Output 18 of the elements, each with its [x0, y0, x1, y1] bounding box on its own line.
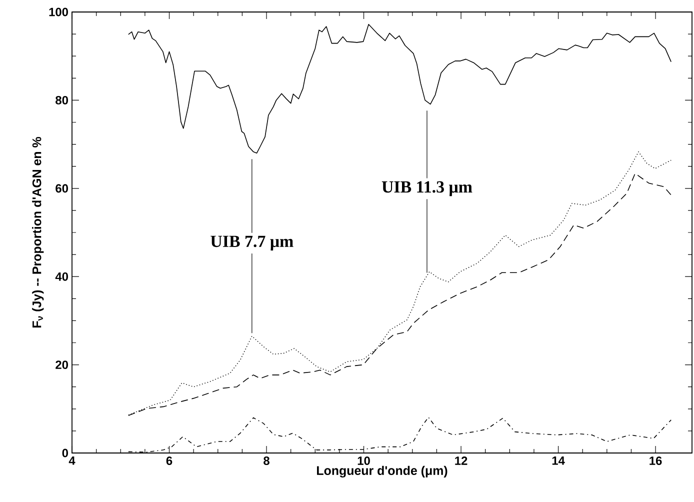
y-tick-label: 80 — [56, 96, 68, 104]
x-tick-label: 12 — [455, 456, 468, 465]
y-tick-label: 60 — [56, 184, 68, 193]
x-tick-label: 8 — [264, 456, 270, 465]
y-tick-label: 0 — [62, 448, 68, 458]
x-tick-label: 16 — [650, 456, 662, 465]
ref-line-label: UIB 7.7 μm — [210, 236, 294, 251]
x-tick-label: 14 — [552, 456, 565, 465]
x-axis-title: Longueur d'onde (μm) — [317, 466, 448, 478]
x-tick-label: 4 — [68, 456, 76, 465]
x-tick-label: 6 — [166, 456, 172, 465]
y-tick-label: 20 — [56, 360, 68, 370]
y-tick-label: 40 — [55, 272, 68, 281]
ref-line-label: UIB 11.3 μm — [382, 181, 472, 196]
y-tick-label: 100 — [49, 8, 68, 16]
x-tick-label: 10 — [358, 456, 370, 465]
line-series — [128, 24, 672, 154]
y-axis-title: F$_{ν}$ (Jy) -- Proportion d'AGN en % — [32, 136, 44, 328]
